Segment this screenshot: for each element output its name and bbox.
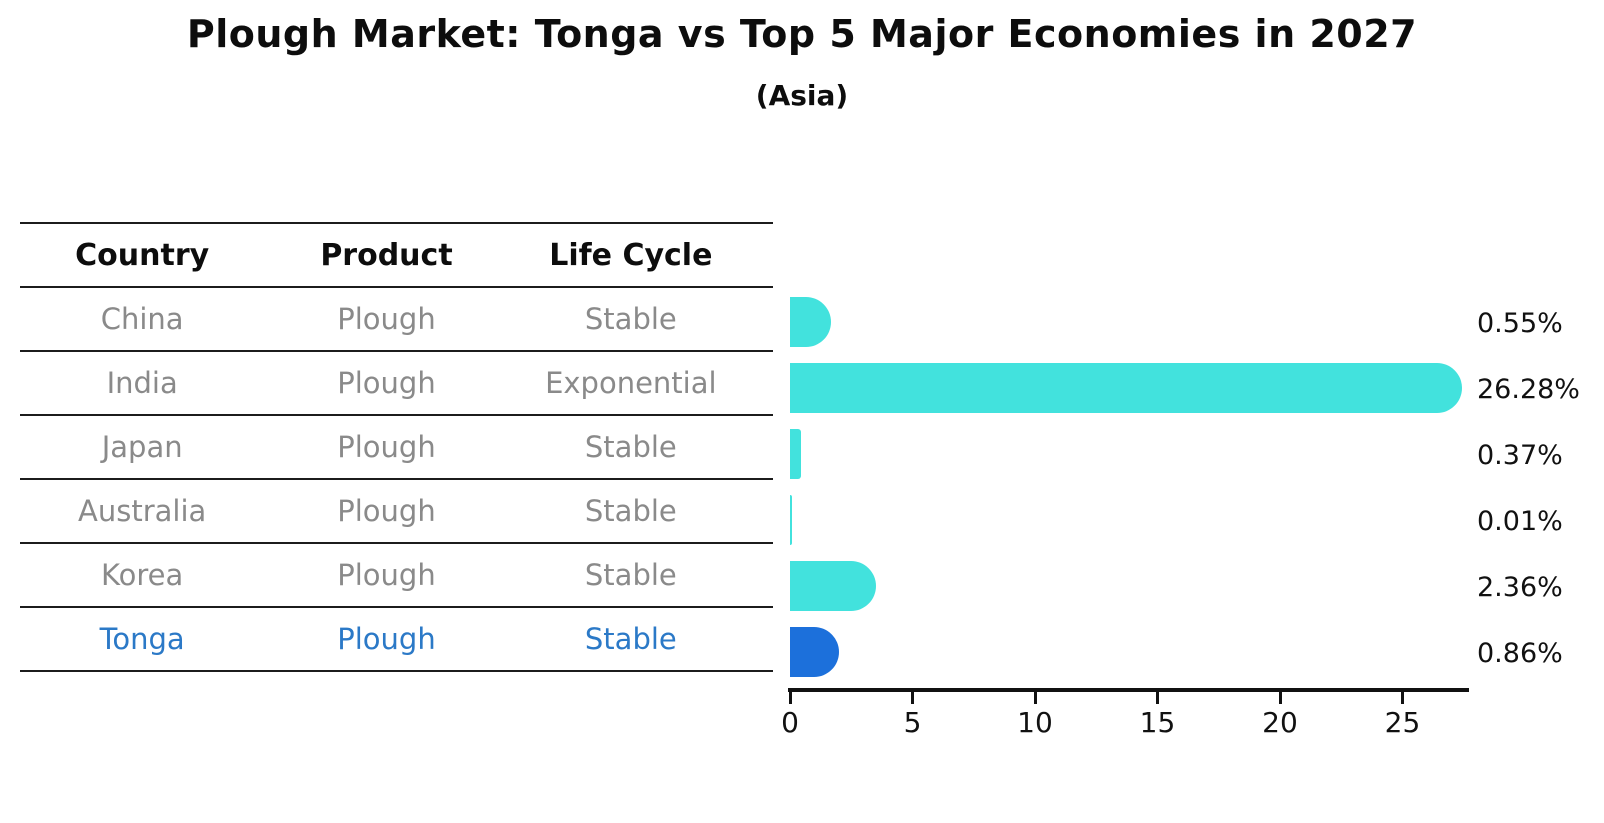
table-row-china: China Plough Stable: [20, 288, 773, 352]
x-tick-0: [788, 692, 792, 704]
comparison-table: Country Product Life Cycle China Plough St…: [20, 222, 773, 672]
chart-subtitle: (Asia): [755, 79, 849, 112]
value-label-japan: 0.37%: [1477, 440, 1563, 471]
x-tick-15: [1156, 692, 1159, 704]
x-tick-10: [1033, 692, 1037, 704]
cell-life_cycle: Stable: [584, 494, 677, 528]
cell-country: Tonga: [99, 622, 185, 656]
x-tick-label-15: 15: [1139, 706, 1176, 739]
x-tick-25: [1401, 692, 1404, 704]
cell-product: Plough: [337, 622, 436, 656]
table-header-row: Country Product Life Cycle: [20, 224, 773, 288]
x-tick-label-25: 25: [1384, 706, 1421, 739]
chart-title: Plough Market: Tonga vs Top 5 Major Econ…: [186, 12, 1418, 56]
cell-country: Japan: [101, 430, 183, 464]
cell-life_cycle: Stable: [584, 558, 677, 592]
table-row-tonga: Tonga Plough Stable: [20, 608, 773, 672]
cell-country: Korea: [101, 558, 184, 592]
x-axis-line: [788, 688, 1469, 692]
cell-product: Plough: [337, 430, 436, 464]
bar-australia: [790, 495, 792, 545]
x-tick-label-10: 10: [1017, 706, 1053, 739]
cell-life_cycle: Stable: [584, 430, 677, 464]
cell-country: China: [100, 302, 184, 336]
x-tick-5: [911, 692, 914, 704]
cell-life_cycle: Stable: [584, 302, 677, 336]
cell-product: Plough: [337, 558, 436, 592]
x-tick-label-20: 20: [1262, 706, 1298, 739]
cell-product: Plough: [337, 366, 436, 400]
value-label-korea: 2.36%: [1477, 572, 1563, 603]
bar-japan: [790, 429, 801, 479]
table-row-japan: Japan Plough Stable: [20, 416, 773, 480]
col-header-life-cycle: Life Cycle: [549, 237, 713, 273]
cell-country: India: [106, 366, 178, 400]
cell-product: Plough: [337, 302, 436, 336]
bar-india: [790, 363, 1462, 413]
cell-life_cycle: Stable: [584, 622, 677, 656]
bar-tonga: [790, 627, 839, 677]
x-tick-label-0: 0: [781, 706, 799, 739]
cell-country: Australia: [78, 494, 207, 528]
x-tick-20: [1278, 692, 1282, 704]
table-row-australia: Australia Plough Stable: [20, 480, 773, 544]
value-label-china: 0.55%: [1477, 308, 1563, 339]
bar-korea: [790, 561, 876, 611]
cell-product: Plough: [337, 494, 436, 528]
value-label-tonga: 0.86%: [1477, 638, 1563, 669]
x-tick-label-5: 5: [903, 706, 922, 739]
table-row-india: India Plough Exponential: [20, 352, 773, 416]
table-row-korea: Korea Plough Stable: [20, 544, 773, 608]
cell-life_cycle: Exponential: [545, 366, 717, 400]
col-header-product: Product: [320, 237, 453, 273]
value-label-australia: 0.01%: [1477, 506, 1563, 537]
col-header-country: Country: [75, 237, 210, 273]
bar-china: [790, 297, 831, 347]
value-label-india: 26.28%: [1477, 374, 1580, 405]
